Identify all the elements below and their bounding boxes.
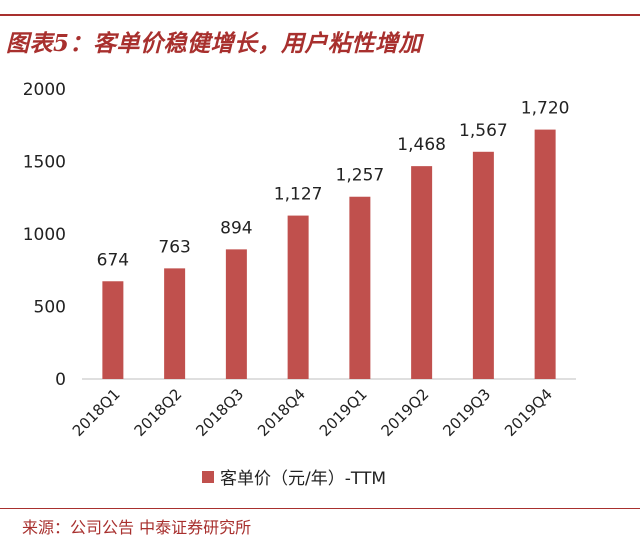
data-label: 1,127 (274, 185, 323, 205)
legend-label: 客单价（元/年）-TTM (220, 469, 386, 489)
bottom-rule (0, 508, 640, 509)
bar (411, 166, 433, 379)
x-tick-label: 2019Q1 (316, 385, 371, 440)
figure-title: 图表5：客单价稳健增长，用户粘性增加 (6, 30, 423, 57)
y-tick-label: 0 (55, 370, 66, 390)
y-tick-label: 1000 (23, 225, 66, 245)
bar (102, 281, 124, 379)
top-rule (0, 14, 640, 16)
legend-swatch (202, 470, 214, 483)
data-label: 1,567 (459, 121, 508, 141)
x-tick-label: 2018Q2 (131, 385, 186, 440)
x-tick-label: 2019Q4 (501, 385, 556, 440)
x-tick-label: 2018Q1 (69, 385, 124, 440)
data-label: 763 (158, 237, 190, 257)
source-note: 来源：公司公告 中泰证券研究所 (22, 518, 252, 537)
bar (164, 268, 186, 379)
data-label: 1,468 (397, 135, 446, 155)
x-tick-label: 2019Q3 (439, 385, 494, 440)
x-tick-label: 2019Q2 (378, 385, 433, 440)
data-label: 1,257 (336, 166, 385, 186)
bar (472, 151, 494, 379)
data-label: 674 (97, 250, 129, 270)
bar (534, 129, 556, 379)
legend: 客单价（元/年）-TTM (202, 464, 386, 489)
data-label: 1,720 (521, 99, 570, 119)
bar (349, 196, 371, 379)
data-label: 894 (220, 218, 252, 238)
bar (225, 249, 247, 379)
x-tick-label: 2018Q4 (254, 385, 309, 440)
x-tick-label: 2018Q3 (192, 385, 247, 440)
bar (287, 215, 309, 379)
y-tick-label: 1500 (23, 153, 66, 173)
y-tick-label: 2000 (23, 80, 66, 100)
y-tick-label: 500 (34, 298, 66, 318)
